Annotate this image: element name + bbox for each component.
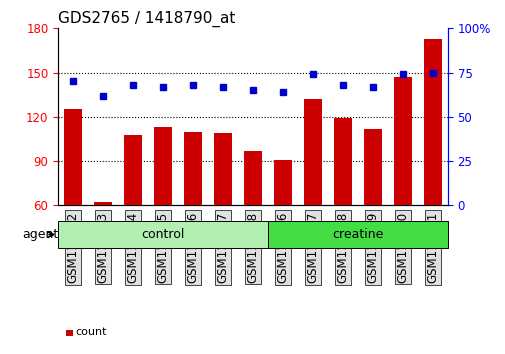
Text: agent: agent	[22, 228, 58, 241]
Bar	[64, 109, 82, 294]
Bar	[214, 133, 232, 294]
Bar	[124, 135, 142, 294]
Bar	[243, 151, 262, 294]
Bar	[393, 77, 411, 294]
Bar	[94, 202, 112, 294]
Text: GDS2765 / 1418790_at: GDS2765 / 1418790_at	[58, 11, 235, 27]
Text: creatine: creatine	[332, 228, 383, 241]
Bar	[423, 39, 441, 294]
Bar	[333, 118, 351, 294]
Text: control: control	[141, 228, 184, 241]
Bar	[363, 129, 381, 294]
Bar	[268, 221, 447, 248]
Bar	[154, 127, 172, 294]
Bar	[304, 99, 321, 294]
Bar	[184, 132, 201, 294]
Bar	[58, 221, 268, 248]
Text: count: count	[75, 327, 106, 337]
Bar	[273, 160, 291, 294]
